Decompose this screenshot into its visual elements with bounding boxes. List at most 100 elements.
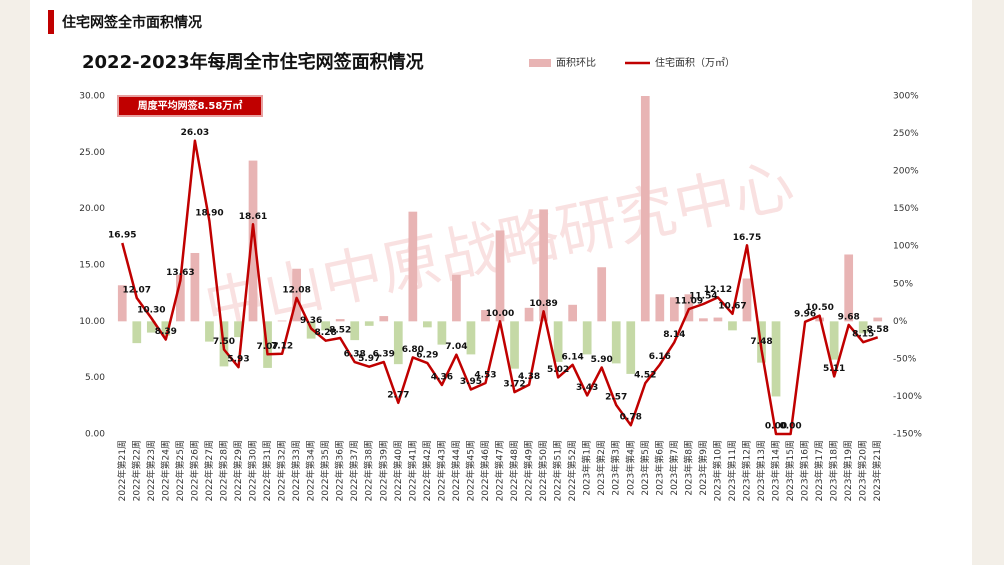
x-tick-label: 2023年第3周	[610, 440, 622, 496]
x-tick-label: 2022年第27周	[203, 440, 215, 501]
bar	[292, 268, 301, 322]
bar	[452, 274, 461, 322]
x-tick-label: 2022年第25周	[174, 440, 186, 501]
x-tick-label: 2023年第18周	[828, 440, 840, 501]
bar	[321, 321, 331, 331]
data-label: 10.00	[486, 309, 514, 319]
data-label: 8.52	[329, 326, 351, 336]
y2-tick-label: 150%	[893, 204, 919, 214]
bar	[669, 297, 679, 322]
y-tick-label: 5.00	[85, 373, 105, 383]
y2-tick-label: 300%	[893, 92, 919, 102]
bar	[699, 318, 708, 322]
bar	[466, 321, 476, 355]
data-label: 10.89	[529, 299, 557, 309]
x-tick-label: 2023年第21周	[871, 440, 883, 501]
data-label: 5.11	[823, 364, 845, 374]
data-label: 11.54	[689, 291, 717, 301]
x-tick-label: 2022年第46周	[479, 440, 491, 501]
x-tick-label: 2023年第7周	[668, 440, 680, 496]
bar	[364, 321, 374, 326]
bar	[728, 321, 737, 331]
data-label: 8.14	[663, 330, 685, 340]
plot: 16.95 12.07 10.30 8.39 13.63 26.03 18.90 7.50 5.…	[108, 96, 889, 436]
data-label: 3.43	[576, 383, 598, 393]
bar	[640, 96, 650, 322]
data-label: 0.00	[765, 422, 787, 432]
bar	[858, 321, 868, 334]
data-label: 26.03	[181, 128, 209, 138]
data-label: 10.67	[718, 301, 746, 311]
line	[121, 139, 879, 436]
annotation-box	[117, 95, 263, 117]
bar	[655, 294, 665, 322]
data-label: 5.93	[227, 355, 249, 365]
x-tick-label: 2023年第13周	[755, 440, 767, 501]
bar	[248, 160, 258, 322]
data-label: 7.12	[271, 341, 293, 351]
x-tick-label: 2022年第44周	[450, 440, 462, 501]
data-label: 12.08	[282, 285, 310, 295]
x-tick-label: 2022年第30周	[247, 440, 259, 501]
x-tick-label: 2023年第4周	[624, 440, 636, 496]
bar	[829, 321, 839, 360]
bar	[524, 307, 534, 322]
data-label: 3.95	[460, 377, 482, 387]
legend-label: 面积环比	[556, 57, 596, 69]
x-tick-label: 2023年第8周	[682, 440, 694, 496]
bar	[234, 321, 243, 338]
data-label: 3.72	[503, 380, 525, 390]
y2-tick-label: 200%	[893, 167, 919, 177]
y-tick-label: 30.00	[79, 92, 105, 102]
x-tick-label: 2022年第39周	[377, 440, 389, 501]
bar	[190, 252, 200, 322]
data-label: 18.90	[195, 209, 223, 219]
data-label: 6.14	[562, 352, 584, 362]
x-tick-label: 2022年第28周	[217, 440, 229, 501]
x-tick-label: 2023年第15周	[784, 440, 796, 501]
chart-title: 2022-2023年每周全市住宅网签面积情况	[82, 51, 424, 73]
x-tick-label: 2022年第51周	[552, 440, 564, 501]
data-label: 0.00	[779, 422, 801, 432]
data-label: 4.53	[474, 370, 496, 380]
data-label: 18.61	[239, 212, 267, 222]
x-tick-label: 2023年第6周	[653, 440, 665, 496]
y2-tick-label: -100%	[893, 392, 922, 402]
x-tick-label: 2023年第20周	[857, 440, 869, 501]
bar	[568, 304, 577, 322]
x-tick-label: 2022年第38周	[363, 440, 375, 501]
x-tick-label: 2022年第34周	[305, 440, 317, 501]
bar	[539, 209, 548, 322]
data-label: 5.97	[358, 354, 380, 364]
legend-label: 住宅面积（万㎡）	[655, 56, 735, 69]
x-tick-label: 2022年第29周	[232, 440, 244, 501]
bar	[626, 321, 636, 374]
y-tick-label: 15.00	[79, 261, 105, 271]
y-tick-label: 25.00	[79, 148, 105, 158]
bar	[553, 321, 563, 362]
x-tick-label: 2023年第2周	[595, 440, 607, 496]
data-label: 5.90	[591, 355, 613, 365]
x-tick-label: 2023年第5周	[639, 440, 651, 496]
bar	[742, 278, 752, 322]
bar	[146, 321, 156, 333]
bar	[611, 321, 621, 364]
data-label: 5.02	[547, 365, 569, 375]
x-tick-label: 2022年第26周	[188, 440, 200, 501]
y-tick-label: 10.00	[79, 317, 105, 327]
data-label: 8.28	[315, 328, 337, 338]
x-tick-label: 2022年第31周	[261, 440, 273, 501]
data-label: 4.52	[634, 371, 656, 381]
header-bar	[48, 10, 54, 34]
data-label: 0.78	[620, 413, 642, 423]
x-tick-label: 2022年第49周	[523, 440, 535, 501]
x-tick-label: 2023年第1周	[581, 440, 593, 496]
x-tick-label: 2022年第32周	[276, 440, 288, 501]
data-label: 6.38	[344, 350, 366, 360]
x-tick-label: 2022年第45周	[464, 440, 476, 501]
x-tick-label: 2022年第22周	[130, 440, 142, 501]
data-label: 2.57	[605, 393, 627, 403]
y2-tick-label: -150%	[893, 430, 922, 440]
data-label: 7.48	[750, 337, 772, 347]
